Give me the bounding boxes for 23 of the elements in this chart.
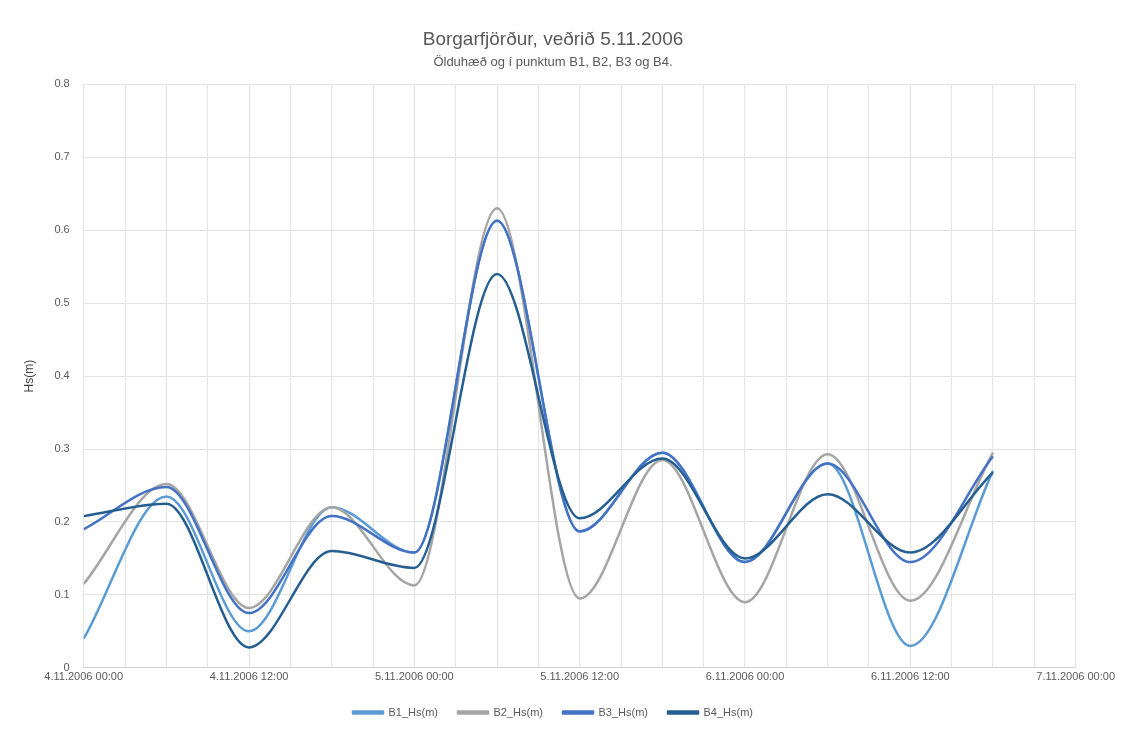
x-tick-label: 5.11.2006 12:00 bbox=[540, 670, 620, 683]
chart-title: Borgarfjörður, veðrið 5.11.2006 bbox=[422, 27, 684, 49]
y-tick-label: 0.4 bbox=[54, 369, 70, 382]
legend-label: B3_Hs(m) bbox=[598, 705, 649, 718]
y-tick-label: 0.1 bbox=[54, 587, 70, 600]
y-tick-label: 0.6 bbox=[54, 223, 70, 236]
x-tick-label: 5.11.2006 00:00 bbox=[374, 670, 454, 683]
y-tick-label: 0.8 bbox=[54, 77, 70, 90]
y-tick-label: 0.3 bbox=[54, 442, 70, 455]
x-tick-label: 4.11.2006 00:00 bbox=[44, 670, 124, 683]
y-tick-label: 0.2 bbox=[54, 514, 70, 527]
y-tick-label: 0.7 bbox=[54, 150, 70, 163]
legend-label: B2_Hs(m) bbox=[493, 705, 544, 718]
x-tick-label: 4.11.2006 12:00 bbox=[209, 670, 289, 683]
x-tick-label: 6.11.2006 12:00 bbox=[870, 670, 950, 683]
chart-subtitle: Ölduhæð og í punktum B1, B2, B3 og B4. bbox=[433, 54, 673, 70]
y-axis-title: Hs(m) bbox=[21, 359, 36, 393]
y-tick-label: 0 bbox=[63, 660, 70, 673]
legend-label: B1_Hs(m) bbox=[388, 705, 438, 718]
y-tick-label: 0.5 bbox=[54, 296, 70, 309]
legend-label: B4_Hs(m) bbox=[703, 705, 754, 718]
x-tick-label: 7.11.2006 00:00 bbox=[1036, 670, 1115, 683]
x-tick-label: 6.11.2006 00:00 bbox=[705, 670, 785, 683]
